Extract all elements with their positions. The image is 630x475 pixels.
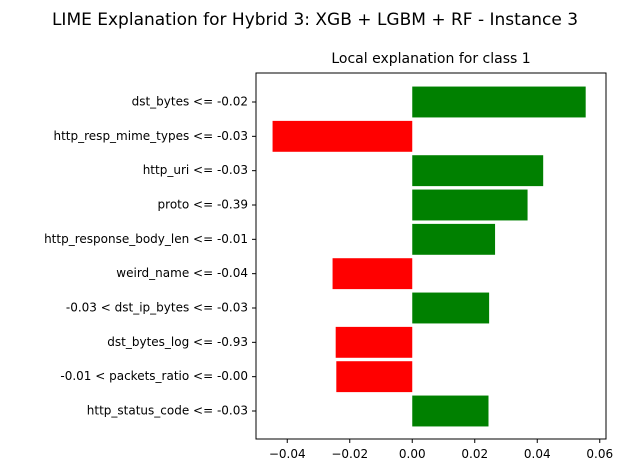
bars-group (272, 86, 586, 427)
bar-9 (412, 395, 489, 427)
y-tick-label-8: -0.01 < packets_ratio <= -0.00 (60, 369, 248, 383)
x-tick-label-2: 0.00 (399, 447, 426, 461)
bar-1 (272, 120, 413, 152)
bar-2 (412, 155, 544, 187)
y-tick-label-4: http_response_body_len <= -0.01 (44, 232, 248, 246)
x-tick-label-5: 0.06 (586, 447, 613, 461)
y-tick-label-7: dst_bytes_log <= -0.93 (107, 335, 248, 349)
y-tick-label-6: -0.03 < dst_ip_bytes <= -0.03 (66, 301, 248, 315)
y-tick-labels: dst_bytes <= -0.02 http_resp_mime_types <… (44, 95, 256, 418)
x-tick-label-3: 0.02 (461, 447, 488, 461)
bar-4 (412, 223, 496, 255)
y-tick-label-5: weird_name <= -0.04 (116, 266, 248, 280)
bar-8 (336, 361, 413, 393)
chart-title: Local explanation for class 1 (331, 51, 530, 67)
y-tick-label-3: proto <= -0.39 (158, 198, 248, 212)
bar-6 (412, 292, 490, 324)
x-tick-label-0: −0.04 (269, 447, 306, 461)
plot-frame (255, 72, 607, 440)
y-tick-label-1: http_resp_mime_types <= -0.03 (54, 129, 249, 143)
bar-5 (332, 258, 413, 290)
x-tick-label-4: 0.04 (524, 447, 551, 461)
x-ticks: −0.04 −0.02 0.00 0.02 0.04 0.06 (269, 439, 613, 461)
bar-0 (412, 86, 586, 118)
y-tick-label-0: dst_bytes <= -0.02 (132, 95, 248, 109)
figure-suptitle: LIME Explanation for Hybrid 3: XGB + LGB… (52, 10, 578, 30)
y-tick-label-9: http_status_code <= -0.03 (87, 404, 248, 418)
bar-7 (335, 326, 413, 358)
bar-3 (412, 189, 528, 221)
y-tick-label-2: http_uri <= -0.03 (143, 163, 248, 177)
x-tick-label-1: −0.02 (331, 447, 368, 461)
